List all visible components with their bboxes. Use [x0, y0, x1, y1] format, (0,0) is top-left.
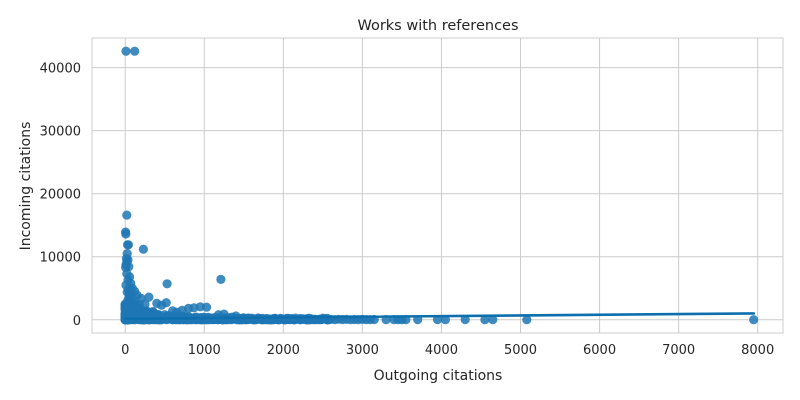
- regression-line: [123, 312, 756, 321]
- x-axis-label: Outgoing citations: [374, 368, 503, 384]
- data-point: [522, 315, 532, 325]
- x-tick-label: 6000: [583, 343, 616, 358]
- x-tick-label: 3000: [346, 343, 379, 358]
- data-point: [162, 279, 172, 289]
- data-point: [274, 314, 284, 324]
- data-point: [202, 302, 212, 312]
- y-tick-label: 30000: [40, 125, 81, 140]
- data-point: [144, 292, 154, 302]
- x-tick-label: 7000: [662, 343, 695, 358]
- data-point: [157, 300, 167, 310]
- data-point: [142, 307, 153, 317]
- data-point: [123, 240, 133, 250]
- data-point: [460, 315, 470, 325]
- x-tick-labels: 0 1000 2000 3000 4000 5000 6000 7000 8000: [121, 343, 774, 358]
- data-point: [121, 46, 131, 56]
- x-tick-label: 4000: [425, 343, 458, 358]
- data-point: [121, 302, 131, 312]
- y-tick-label: 40000: [40, 62, 81, 77]
- data-point: [138, 244, 148, 254]
- x-tick-label: 8000: [741, 343, 774, 358]
- data-point: [488, 315, 498, 325]
- grid-lines: [92, 38, 783, 333]
- data-point: [130, 46, 140, 56]
- x-tick-label: 1000: [188, 343, 221, 358]
- y-tick-label: 10000: [40, 251, 81, 266]
- data-point: [216, 274, 226, 284]
- data-point: [121, 229, 131, 239]
- data-point: [122, 210, 132, 220]
- y-axis-label: Incoming citations: [18, 122, 34, 251]
- y-tick-labels: 0 10000 20000 30000 40000: [40, 62, 81, 329]
- chart-title: Works with references: [357, 18, 518, 34]
- regression-line-group: [123, 312, 756, 321]
- x-tick-label: 5000: [504, 343, 537, 358]
- y-tick-label: 20000: [40, 188, 81, 203]
- y-tick-label: 0: [73, 314, 81, 329]
- x-tick-label: 2000: [267, 343, 300, 358]
- data-point: [480, 315, 490, 325]
- plot-frame: [91, 37, 784, 334]
- data-point: [749, 315, 759, 325]
- data-point: [252, 314, 262, 324]
- x-tick-label: 0: [121, 343, 129, 358]
